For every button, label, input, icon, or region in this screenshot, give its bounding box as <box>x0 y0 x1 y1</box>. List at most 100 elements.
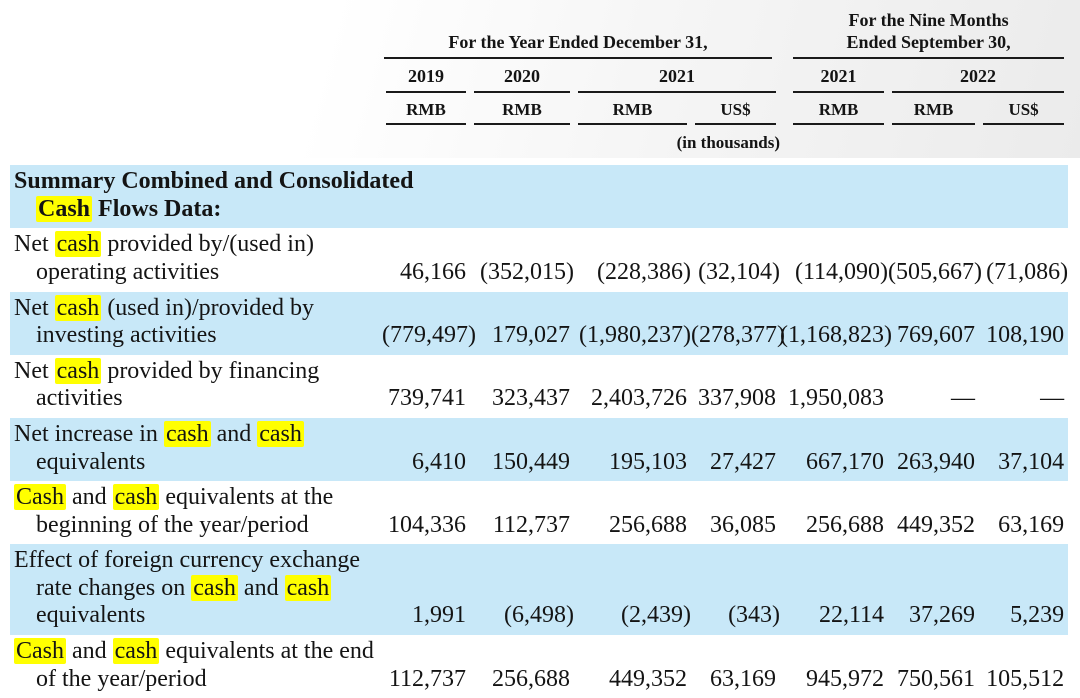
col-header-2021-annual: 2021 <box>574 59 780 93</box>
value-cell: 5,239 <box>1010 602 1065 629</box>
currency-header-rmb-2019: RMB <box>382 93 470 126</box>
value-cell: 112,737 <box>492 511 570 538</box>
year-ended-group-label: For the Year Ended December 31, <box>384 32 773 60</box>
value-cell: (114,090) <box>794 258 889 285</box>
period-group-row: For the Year Ended December 31, For the … <box>10 8 1068 60</box>
table-row: Effect of foreign currency exchange rate… <box>10 544 1069 636</box>
value-cell: (2,439) <box>621 602 691 629</box>
section-header-row: Summary Combined and Consolidated Cash F… <box>10 165 1069 229</box>
cash-highlight: cash <box>54 357 102 384</box>
value-cell: (505,667) <box>888 258 983 285</box>
value-cell: (1,980,237) <box>579 322 691 349</box>
value-cell: (228,386) <box>597 258 691 285</box>
cash-highlight: cash <box>191 574 238 601</box>
value-cell: 108,190 <box>986 322 1065 349</box>
currency-header-usd-2021: US$ <box>691 93 780 126</box>
value-cell: 750,561 <box>897 665 976 692</box>
cash-highlight: cash <box>54 294 102 321</box>
value-cell: 112,737 <box>388 665 466 692</box>
table-row: Cash and cash equivalents at the beginni… <box>10 481 1068 544</box>
value-cell: 104,336 <box>388 511 466 538</box>
value-cell: 63,169 <box>710 665 777 692</box>
value-cell: (71,086) <box>986 258 1069 285</box>
value-cell: 769,607 <box>897 322 976 349</box>
value-cell: — <box>1040 385 1065 412</box>
currency-header-row: RMB RMB RMB US$ RMB RMB US$ <box>10 93 1068 126</box>
currency-header-rmb-2022: RMB <box>888 93 979 126</box>
currency-header-rmb-2021: RMB <box>574 93 691 126</box>
value-cell: 36,085 <box>710 511 777 538</box>
value-cell: 667,170 <box>806 448 885 475</box>
value-cell: (6,498) <box>504 602 574 629</box>
value-cell: 1,950,083 <box>788 385 885 412</box>
cash-highlight: cash <box>284 574 332 601</box>
value-cell: 63,169 <box>998 511 1065 538</box>
cash-highlight: Cash <box>36 195 93 222</box>
table-body: Summary Combined and Consolidated Cash F… <box>10 165 1069 698</box>
row-label: Cash and cash equivalents at the end of … <box>14 638 374 692</box>
row-label: Net cash (used in)/provided by investing… <box>14 294 314 349</box>
year-header-row: 2019 2020 2021 2021 2022 <box>10 59 1068 93</box>
row-label: Cash and cash equivalents at the beginni… <box>14 484 334 538</box>
row-label: Effect of foreign currency exchange rate… <box>14 547 361 629</box>
value-cell: 195,103 <box>609 448 687 475</box>
value-cell: 256,688 <box>492 665 570 692</box>
value-cell: 2,403,726 <box>591 385 687 412</box>
cash-highlight: cash <box>54 231 102 258</box>
value-cell: — <box>951 385 976 412</box>
col-header-2020: 2020 <box>470 59 574 93</box>
value-cell: (352,015) <box>480 258 574 285</box>
value-cell: 256,688 <box>806 511 885 538</box>
value-cell: 449,352 <box>609 665 687 692</box>
cash-highlight: cash <box>112 638 160 665</box>
value-cell: 6,410 <box>412 448 466 475</box>
value-cell: (278,377) <box>691 322 785 349</box>
value-cell: 739,741 <box>388 385 466 412</box>
value-cell: 449,352 <box>897 511 976 538</box>
value-cell: 46,166 <box>400 258 466 285</box>
value-cell: (32,104) <box>698 258 781 285</box>
table-row: Net cash (used in)/provided by investing… <box>10 291 1069 355</box>
value-cell: (1,168,823) <box>780 322 893 349</box>
cash-highlight: cash <box>257 420 304 447</box>
label-column-spacer <box>10 59 382 93</box>
table-row: Cash and cash equivalents at the end of … <box>10 635 1068 698</box>
value-cell: 27,427 <box>710 448 777 475</box>
currency-header-rmb-2020: RMB <box>470 93 574 126</box>
cash-flows-table: For the Year Ended December 31, For the … <box>10 8 1069 698</box>
cash-highlight: Cash <box>14 638 66 665</box>
col-header-2019: 2019 <box>382 59 470 93</box>
value-cell: 256,688 <box>609 511 687 538</box>
value-cell: 105,512 <box>986 665 1065 692</box>
value-cell: 945,972 <box>806 665 885 692</box>
cash-highlight: cash <box>163 420 211 447</box>
label-column-spacer <box>10 93 382 125</box>
table-header: For the Year Ended December 31, For the … <box>10 8 1068 165</box>
nine-months-group-header: For the Nine Months Ended September 30, <box>780 8 1068 60</box>
value-cell: 37,269 <box>909 602 976 629</box>
value-cell: 179,027 <box>492 322 570 349</box>
row-label: Net cash provided by/(used in) operating… <box>14 231 314 285</box>
row-label: Net increase in cash and cash equivalent… <box>14 420 304 475</box>
value-cell: 37,104 <box>998 448 1065 475</box>
currency-header-rmb-2021nm: RMB <box>780 93 888 126</box>
currency-header-usd-2022: US$ <box>979 93 1068 126</box>
value-cell: 150,449 <box>492 448 570 475</box>
table-row: Net cash provided by/(used in) operating… <box>10 228 1068 291</box>
table-row: Net cash provided by financing activitie… <box>10 355 1068 418</box>
year-ended-group-header: For the Year Ended December 31, <box>382 8 780 60</box>
value-cell: 1,991 <box>412 602 466 629</box>
cash-highlight: Cash <box>14 484 66 511</box>
units-note: (in thousands) <box>676 133 781 153</box>
units-note-row: (in thousands) <box>10 125 1068 165</box>
value-cell: 337,908 <box>698 385 777 412</box>
col-header-2022-ninemonths: 2022 <box>888 59 1068 93</box>
row-label: Net cash provided by financing activitie… <box>14 357 320 412</box>
value-cell: 263,940 <box>897 448 976 475</box>
value-cell: (779,497) <box>382 322 476 349</box>
col-header-2021-ninemonths: 2021 <box>780 59 888 93</box>
value-cell: (343) <box>728 602 781 629</box>
value-cell: 22,114 <box>818 602 885 629</box>
value-cell: 323,437 <box>492 385 570 412</box>
